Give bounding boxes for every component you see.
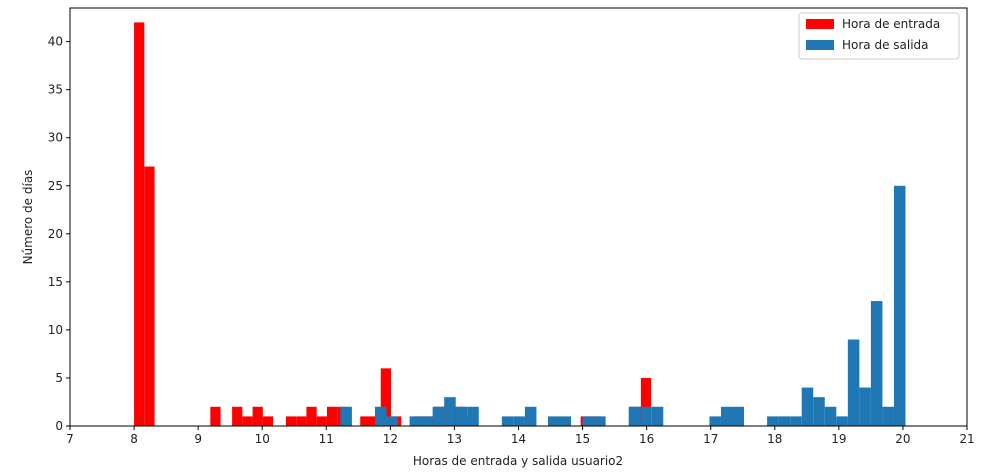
- bar-salida-1: [374, 406, 387, 426]
- bar-salida-26: [813, 397, 825, 426]
- bar-entrada-8: [296, 416, 307, 426]
- x-tick-label: 18: [767, 432, 782, 446]
- bar-salida-15: [594, 416, 606, 426]
- bar-salida-29: [847, 339, 860, 426]
- bar-entrada-2: [210, 406, 221, 426]
- y-tick-label: 20: [48, 227, 63, 241]
- bar-entrada-11: [326, 406, 338, 426]
- bar-salida-30: [859, 387, 871, 426]
- x-tick-label: 21: [959, 432, 974, 446]
- bar-entrada-1: [144, 166, 155, 426]
- plot-frame: [69, 7, 968, 427]
- bar-salida-32: [882, 406, 894, 426]
- bar-salida-0: [340, 406, 352, 426]
- bar-entrada-5: [252, 406, 263, 426]
- legend-label-hora-de-salida: Hora de salida: [842, 38, 929, 52]
- bar-salida-19: [709, 416, 721, 426]
- x-tick-label: 12: [383, 432, 398, 446]
- bar-entrada-10: [316, 416, 327, 426]
- legend-label-hora-de-entrada: Hora de entrada: [842, 17, 940, 31]
- bar-salida-23: [778, 416, 791, 426]
- x-axis: 7 8 9 10 11 12 13 14 15 16 17 18 19 20 21: [66, 426, 975, 446]
- bar-salida-4: [421, 416, 433, 426]
- bar-entrada-3: [232, 406, 243, 426]
- bar-salida-20: [720, 406, 733, 426]
- bar-entrada-13: [360, 416, 371, 426]
- bar-salida-18: [651, 406, 664, 426]
- bar-salida-9: [501, 416, 514, 426]
- y-axis: 0 5 10 15 20 25 30 35 40: [48, 35, 70, 433]
- bar-salida-21: [732, 406, 745, 426]
- y-tick-label: 15: [48, 275, 63, 289]
- y-tick-label: 35: [48, 83, 63, 97]
- bar-salida-13: [559, 416, 572, 426]
- x-tick-label: 7: [66, 432, 74, 446]
- bar-salida-14: [582, 416, 595, 426]
- y-tick-label: 10: [48, 323, 63, 337]
- x-tick-label: 14: [511, 432, 526, 446]
- bar-salida-12: [547, 416, 560, 426]
- series-hora-de-entrada: [134, 22, 652, 427]
- bar-salida-27: [824, 406, 837, 426]
- x-tick-label: 8: [130, 432, 138, 446]
- legend-swatch-hora-de-entrada: [806, 19, 834, 29]
- y-tick-label: 25: [48, 179, 63, 193]
- bar-salida-22: [767, 416, 779, 426]
- bar-salida-10: [513, 416, 525, 426]
- y-tick-label: 5: [55, 371, 63, 385]
- x-tick-label: 20: [895, 432, 910, 446]
- x-tick-label: 9: [194, 432, 202, 446]
- bar-entrada-26: [640, 377, 652, 426]
- x-tick-label: 13: [447, 432, 462, 446]
- bar-entrada-9: [306, 406, 317, 426]
- bar-salida-7: [455, 406, 468, 426]
- y-tick-label: 30: [48, 131, 63, 145]
- legend-box: [798, 12, 960, 60]
- bar-salida-28: [836, 416, 848, 426]
- x-tick-label: 17: [703, 432, 718, 446]
- bar-entrada-7: [285, 416, 297, 426]
- x-tick-label: 15: [575, 432, 590, 446]
- bar-salida-8: [467, 406, 479, 426]
- bar-salida-31: [870, 301, 883, 426]
- legend-swatch-hora-de-salida: [806, 40, 834, 50]
- bar-salida-3: [409, 416, 422, 426]
- y-axis-label: Número de días: [21, 170, 35, 265]
- bar-salida-5: [432, 406, 445, 426]
- x-tick-label: 11: [319, 432, 334, 446]
- bar-salida-25: [801, 387, 814, 426]
- x-tick-label: 10: [255, 432, 270, 446]
- bar-entrada-4: [242, 416, 253, 426]
- x-tick-label: 19: [831, 432, 846, 446]
- bar-salida-2: [386, 416, 399, 426]
- bar-salida-33: [893, 185, 906, 426]
- y-tick-label: 40: [48, 35, 63, 49]
- bar-entrada-0: [134, 22, 145, 427]
- series-hora-de-salida: [340, 185, 906, 426]
- bar-salida-24: [790, 416, 802, 426]
- bar-entrada-15: [380, 368, 391, 426]
- bar-entrada-6: [262, 416, 274, 426]
- bar-salida-11: [524, 406, 537, 426]
- legend: Hora de entrada Hora de salida: [798, 12, 960, 60]
- bar-salida-6: [444, 397, 456, 426]
- x-tick-label: 16: [639, 432, 654, 446]
- y-tick-label: 0: [55, 419, 63, 433]
- bar-salida-16: [628, 406, 641, 426]
- x-axis-label: Horas de entrada y salida usuario2: [413, 454, 623, 468]
- bar-salida-17: [640, 406, 652, 426]
